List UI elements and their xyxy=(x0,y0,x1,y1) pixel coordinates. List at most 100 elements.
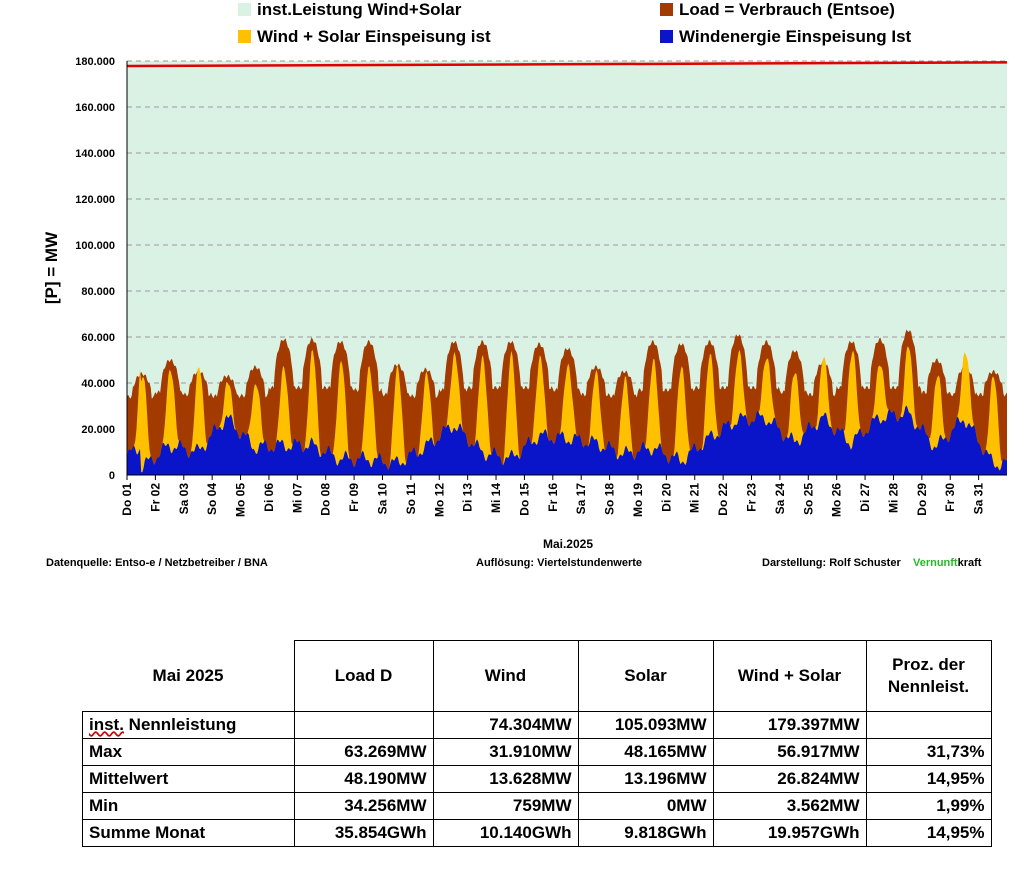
x-tick-label: Do 29 xyxy=(915,483,929,516)
stats-table: Mai 2025 Load D Wind Solar Wind + Solar … xyxy=(82,640,992,847)
table-cell: 34.256MW xyxy=(293,792,434,820)
x-tick-label: Do 01 xyxy=(120,483,134,516)
x-tick-label: Sa 24 xyxy=(773,483,787,515)
table-cell: 48.165MW xyxy=(577,738,714,766)
table-cell: 74.304MW xyxy=(432,711,579,739)
table-cell: 14,95% xyxy=(865,819,992,847)
x-tick-label: Do 15 xyxy=(517,483,531,516)
x-tick-label: Sa 31 xyxy=(972,483,986,515)
header-wind-solar: Wind + Solar xyxy=(712,640,867,712)
legend-swatch-load xyxy=(660,3,673,16)
legend-swatch-wind xyxy=(660,30,673,43)
y-tick-label: 0 xyxy=(109,470,115,482)
y-tick-label: 80.000 xyxy=(81,286,115,298)
table-row: Summe Monat 35.854GWh 10.140GWh 9.818GWh… xyxy=(82,819,992,847)
table-cell: 31,73% xyxy=(865,738,992,766)
x-tick-label: Sa 03 xyxy=(177,483,191,515)
x-tick-label: Fr 23 xyxy=(745,483,759,512)
table-cell: 48.190MW xyxy=(293,765,434,793)
y-axis-label: [P] = MW xyxy=(42,231,61,304)
x-tick-label: Mo 19 xyxy=(631,483,645,517)
y-tick-label: 40.000 xyxy=(81,378,115,390)
table-cell: 19.957GWh xyxy=(712,819,867,847)
y-tick-labels: 0 20.000 40.000 60.000 80.000 100.000 120.000 1… xyxy=(75,56,115,482)
x-tick-label: Mo 26 xyxy=(830,483,844,517)
row-label-part-b: Nennleistung xyxy=(123,715,237,734)
x-tick-label: Fr 16 xyxy=(546,483,560,512)
table-cell: 31.910MW xyxy=(432,738,579,766)
installed-capacity-line xyxy=(126,61,1008,68)
table-cell: 3.562MW xyxy=(712,792,867,820)
legend-item-solar: Wind + Solar Einspeisung ist xyxy=(238,27,491,47)
x-tick-label: Mi 07 xyxy=(290,483,304,513)
x-tick-label: Do 08 xyxy=(319,483,333,516)
table-header-row: Mai 2025 Load D Wind Solar Wind + Solar … xyxy=(83,640,992,712)
legend-item-wind: Windenergie Einspeisung Ist xyxy=(660,27,911,47)
x-tick-label: Di 27 xyxy=(858,483,872,512)
y-tick-label: 100.000 xyxy=(75,240,115,252)
legend-label-load: Load = Verbrauch (Entsoe) xyxy=(679,0,895,19)
legend-label-wind: Windenergie Einspeisung Ist xyxy=(679,27,912,46)
table-cell: 26.824MW xyxy=(712,765,867,793)
y-tick-label: 120.000 xyxy=(75,194,115,206)
x-tick-label: So 11 xyxy=(404,483,418,515)
row-label: Summe Monat xyxy=(82,819,295,847)
table-cell: 56.917MW xyxy=(712,738,867,766)
table-cell: 10.140GWh xyxy=(432,819,579,847)
table-row: inst. Nennleistung 74.304MW 105.093MW 17… xyxy=(82,711,992,739)
table-cell: 0MW xyxy=(577,792,714,820)
x-tick-label: Mi 21 xyxy=(688,483,702,513)
y-tick-label: 160.000 xyxy=(75,102,115,114)
header-pct: Proz. der Nennleist. xyxy=(865,640,992,712)
table-cell: 13.196MW xyxy=(577,765,714,793)
wind-area xyxy=(127,405,1007,475)
x-tick-label: Do 22 xyxy=(716,483,730,516)
x-tick-label: Mi 28 xyxy=(886,483,900,513)
row-label: Max xyxy=(82,738,295,766)
x-tick-labels: Do 01 Fr 02 Sa 03 So 04 Mo 05 Di 06 Mi 07 Do 08… xyxy=(120,475,986,517)
x-tick-label: So 18 xyxy=(603,483,617,515)
header-pct-line2: Nennleist. xyxy=(887,677,970,696)
legend-item-installed: inst.Leistung Wind+Solar xyxy=(238,0,461,20)
table-cell: 9.818GWh xyxy=(577,819,714,847)
x-tick-label: Mo 12 xyxy=(432,483,446,517)
x-tick-label: Di 20 xyxy=(659,483,673,512)
table-row: Min 34.256MW 759MW 0MW 3.562MW 1,99% xyxy=(82,792,992,820)
legend-swatch-solar xyxy=(238,30,251,43)
brand-green-part: Vernunft xyxy=(912,557,958,569)
author: Darstellung: Rolf Schuster Vernunftkraft xyxy=(762,557,981,569)
y-tick-label: 180.000 xyxy=(75,56,115,68)
row-label: Min xyxy=(82,792,295,820)
table-title: Mai 2025 xyxy=(152,665,224,685)
row-label-part-a: inst. xyxy=(89,715,124,734)
table-cell: 105.093MW xyxy=(577,711,714,739)
row-label: Mittelwert xyxy=(82,765,295,793)
y-tick-label: 20.000 xyxy=(81,424,115,436)
table-cell: 13.628MW xyxy=(432,765,579,793)
table-cell: 179.397MW xyxy=(712,711,867,739)
x-tick-label: Fr 30 xyxy=(943,483,957,512)
y-tick-label: 60.000 xyxy=(81,332,115,344)
table-row: Max 63.269MW 31.910MW 48.165MW 56.917MW … xyxy=(82,738,992,766)
header-load: Load D xyxy=(293,640,434,712)
x-tick-label: Fr 02 xyxy=(148,483,162,512)
x-tick-label: Mi 14 xyxy=(489,483,503,513)
table-cell xyxy=(293,711,434,739)
x-tick-label: So 04 xyxy=(205,483,219,515)
x-tick-label: Sa 10 xyxy=(375,483,389,515)
author-label: Darstellung: Rolf Schuster xyxy=(762,557,901,569)
brand-rest-part: kraft xyxy=(957,557,982,569)
y-tick-label: 140.000 xyxy=(75,148,115,160)
x-axis-label: Mai.2025 xyxy=(543,537,593,551)
legend-label-installed: inst.Leistung Wind+Solar xyxy=(257,0,462,19)
table-cell: 35.854GWh xyxy=(293,819,434,847)
table-row: Mittelwert 48.190MW 13.628MW 13.196MW 26… xyxy=(82,765,992,793)
x-tick-label: Fr 09 xyxy=(347,483,361,512)
legend-item-load: Load = Verbrauch (Entsoe) xyxy=(660,0,895,20)
table-cell: 63.269MW xyxy=(293,738,434,766)
x-tick-label: Di 13 xyxy=(461,483,475,512)
x-tick-label: So 25 xyxy=(801,483,815,515)
power-chart: 0 20.000 40.000 60.000 80.000 100.000 120.000 1… xyxy=(42,56,1008,551)
header-solar: Solar xyxy=(577,640,714,712)
resolution: Auflösung: Viertelstundenwerte xyxy=(476,557,643,569)
